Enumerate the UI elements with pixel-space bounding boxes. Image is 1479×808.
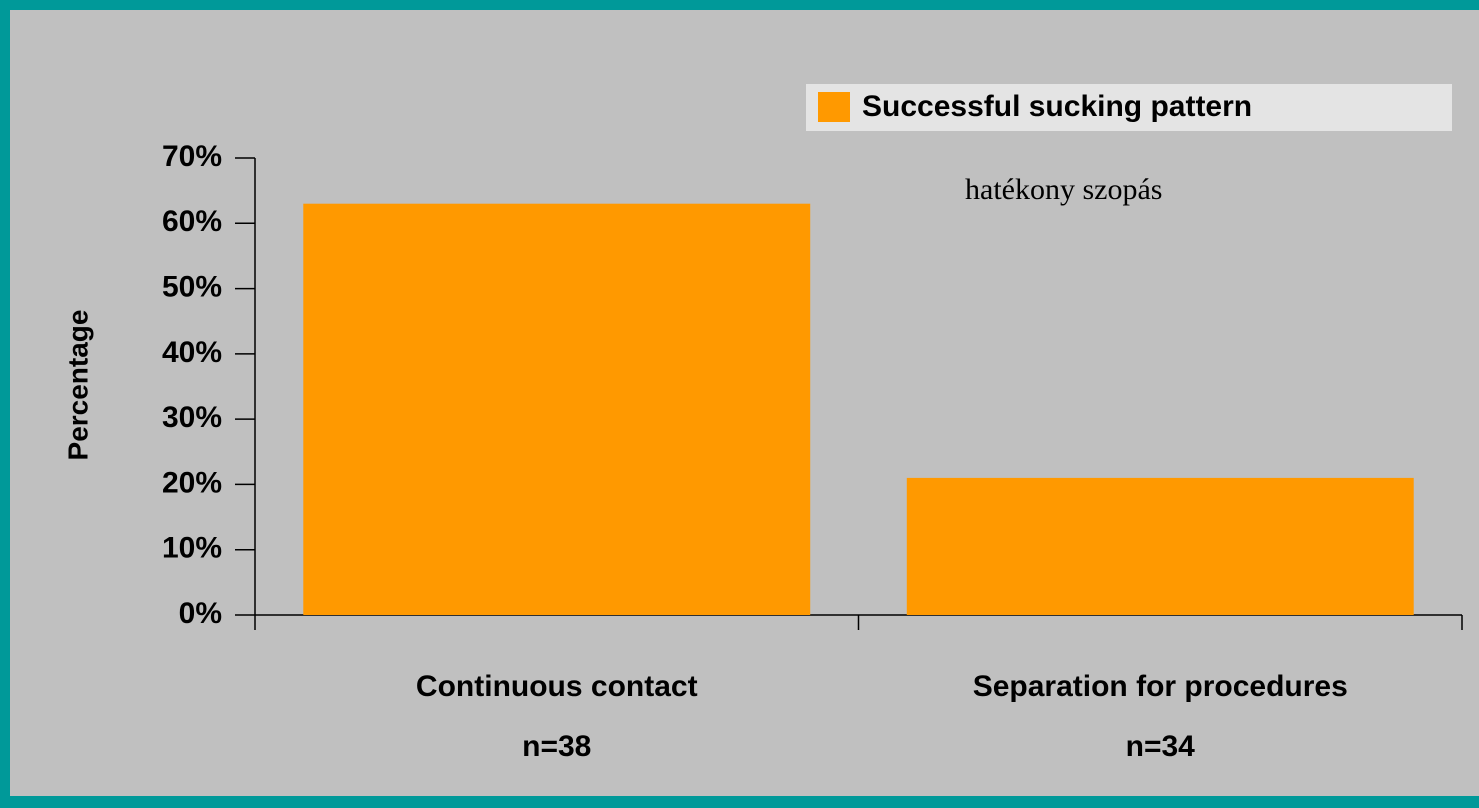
x-tick-label: Separation for procedures [973,670,1348,703]
legend-label: Successful sucking pattern [862,90,1252,123]
legend-box [806,84,1452,131]
y-tick-label: 40% [162,336,222,369]
x-tick-label: n=38 [522,730,591,763]
y-tick-label: 10% [162,532,222,565]
bar [303,203,811,615]
y-tick-label: 20% [162,466,222,499]
y-axis-label: Percentage [62,310,93,461]
y-tick-label: 60% [162,205,222,238]
annotation: hatékony szopás [965,173,1162,206]
legend-swatch [818,92,850,122]
y-tick-label: 30% [162,401,222,434]
y-tick-label: 70% [162,140,222,173]
x-tick-label: Continuous contact [416,670,698,703]
bar [906,477,1414,615]
y-tick-label: 50% [162,270,222,303]
y-tick-label: 0% [179,597,222,630]
x-tick-label: n=34 [1126,730,1196,763]
